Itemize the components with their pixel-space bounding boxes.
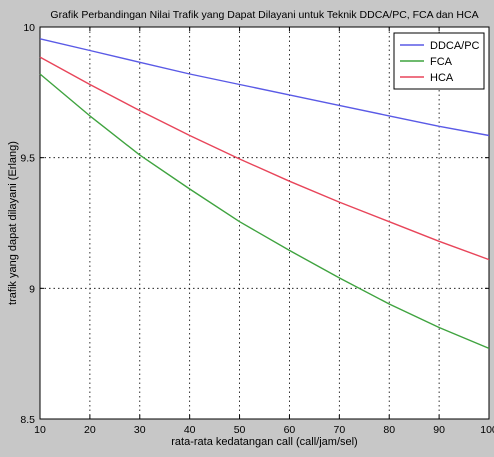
x-tick-label: 100: [480, 424, 494, 436]
series-line-fca: [39, 73, 490, 350]
legend-label: HCA: [430, 72, 454, 84]
y-tick-label: 8.5: [20, 414, 35, 426]
x-tick-label: 50: [234, 424, 246, 436]
x-tick-label: 70: [333, 424, 345, 436]
axis-ticks: 10 20 30 40 50 60 70 80 90 100 8.5 9 9.5 10: [20, 22, 494, 436]
x-axis-label: rata-rata kedatangan call (call/jam/sel): [171, 436, 357, 448]
y-tick-label: 10: [23, 22, 35, 34]
series-lines: [39, 38, 490, 350]
x-tick-label: 10: [34, 424, 46, 436]
x-tick-label: 40: [184, 424, 196, 436]
plot-area: [39, 26, 490, 420]
y-tick-label: 9: [29, 283, 35, 295]
x-tick-label: 30: [134, 424, 146, 436]
series-line-ddca-pc: [39, 38, 490, 137]
x-tick-label: 80: [383, 424, 395, 436]
legend: DDCA/PC FCA HCA: [393, 32, 485, 90]
y-axis-label: trafik yang dapat dilayani (Erlang): [7, 141, 19, 305]
x-tick-label: 20: [84, 424, 96, 436]
x-tick-label: 60: [284, 424, 296, 436]
legend-label: FCA: [430, 56, 453, 68]
grid-lines: [40, 27, 489, 419]
legend-label: DDCA/PC: [430, 40, 480, 52]
x-tick-label: 90: [433, 424, 445, 436]
y-tick-label: 9.5: [20, 153, 35, 165]
chart-title: Grafik Perbandingan Nilai Trafik yang Da…: [50, 9, 478, 21]
series-line-hca: [39, 56, 490, 261]
